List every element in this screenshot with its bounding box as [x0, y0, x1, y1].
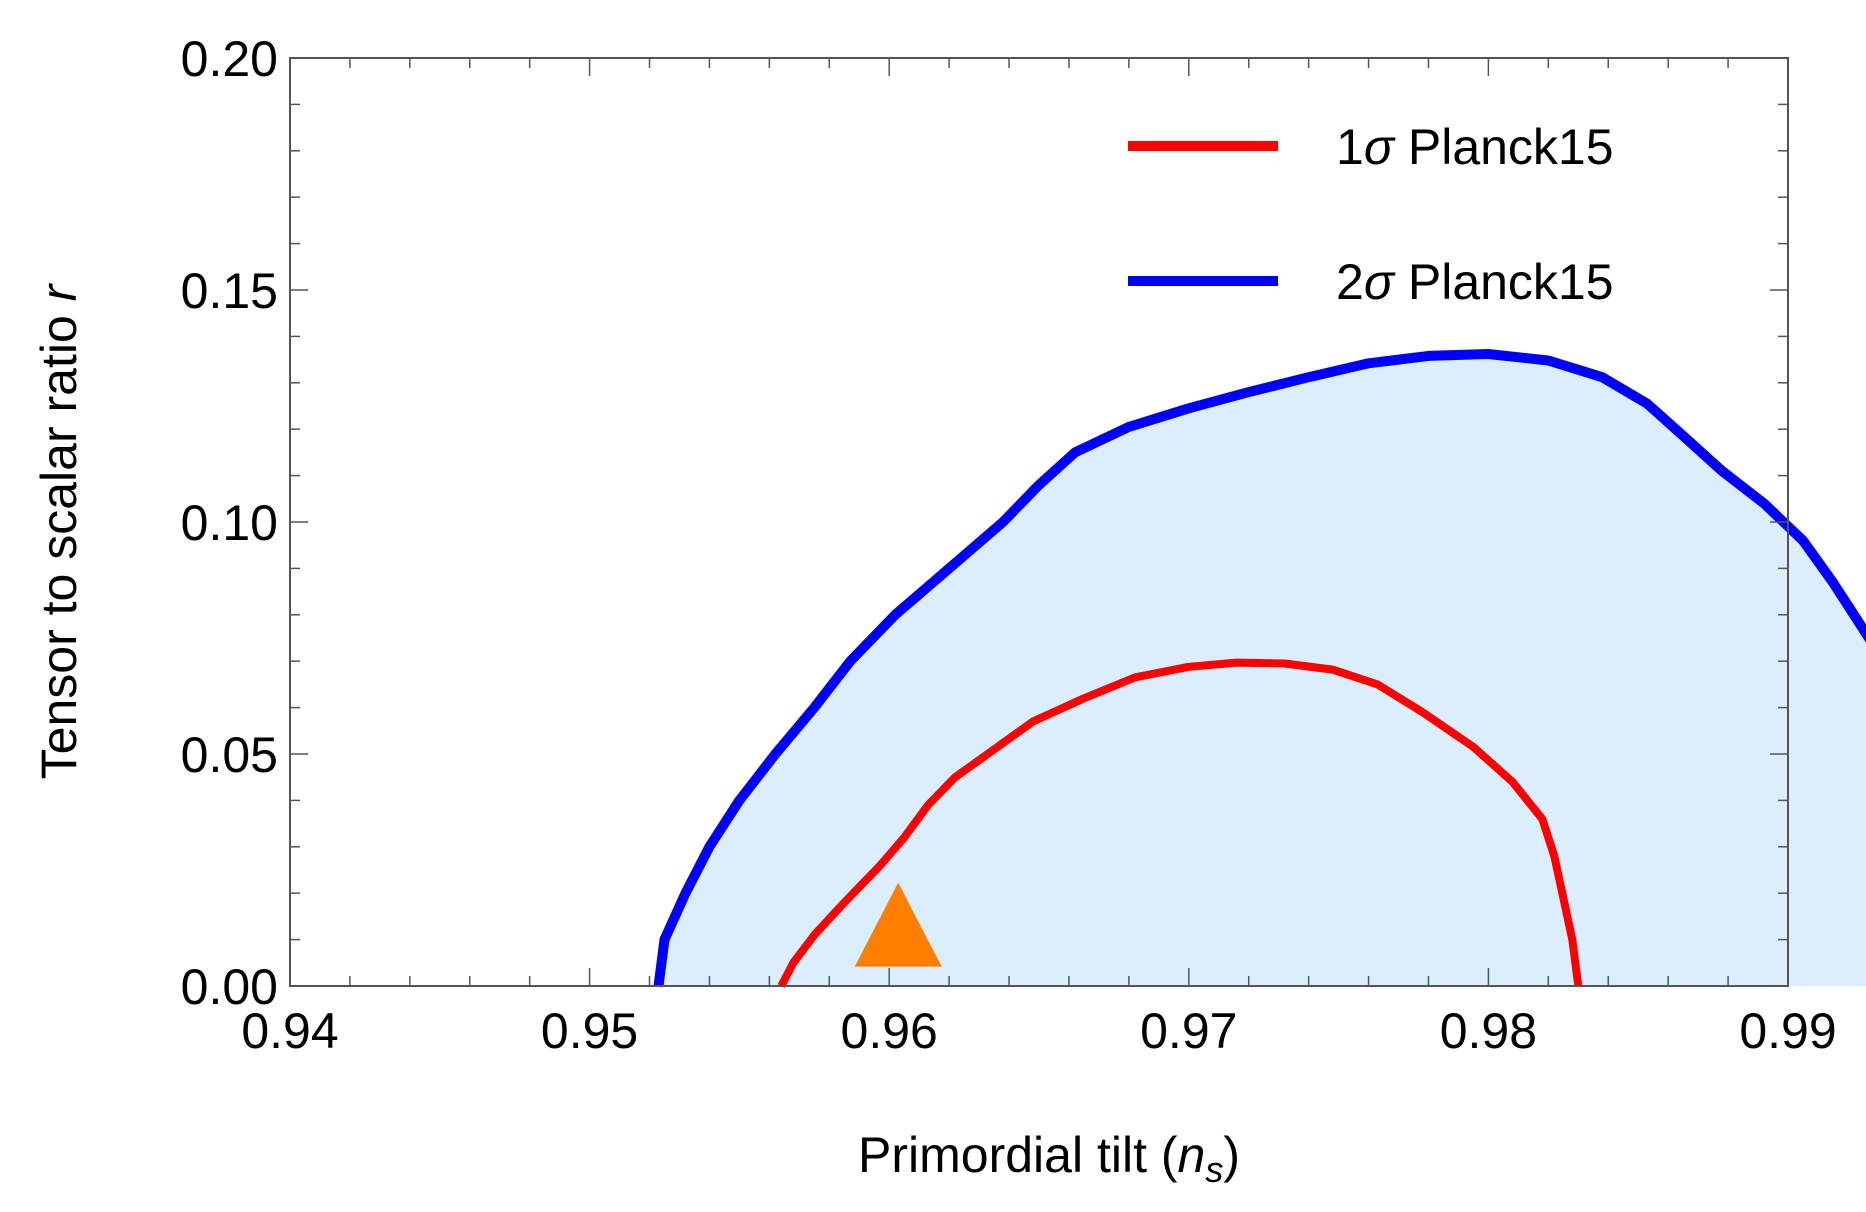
- y-axis-title-var: r: [31, 282, 87, 301]
- y-tick-label: 0.10: [181, 495, 278, 551]
- series-line-2sigma: [653, 349, 1866, 987]
- x-tick-label: 0.94: [241, 1003, 338, 1059]
- legend-label-2sigma-text: Planck15: [1394, 254, 1614, 310]
- y-tick-label: 0.00: [181, 959, 278, 1015]
- x-tick-label: 0.95: [541, 1003, 638, 1059]
- series-line-1sigma: [777, 658, 1583, 988]
- y-axis-title-main: Tensor to scalar ratio: [31, 301, 87, 779]
- y-tick-label: 0.20: [181, 31, 278, 87]
- x-axis-title: Primordial tilt (ns): [858, 1127, 1240, 1190]
- plot-layer: [653, 349, 1866, 988]
- legend-label-1sigma-text: Planck15: [1394, 119, 1614, 175]
- y-axis-title: Tensor to scalar ratio r: [31, 282, 87, 779]
- x-tick-label: 0.97: [1140, 1003, 1237, 1059]
- x-axis-title-var: n: [1178, 1127, 1206, 1183]
- tick-layer: 0.94 0.95 0.96 0.97 0.98 0.99 0.00 0.05 0.10 0.15…: [181, 31, 1837, 1059]
- x-axis-title-main: Primordial tilt (: [858, 1127, 1178, 1183]
- legend-label-2sigma-sym: σ: [1364, 254, 1396, 310]
- legend-label-2sigma: 2σ Planck15: [1336, 254, 1614, 310]
- legend-label-1sigma-num: 1: [1336, 119, 1364, 175]
- x-axis-title-sub: s: [1205, 1149, 1223, 1190]
- x-tick-label: 0.98: [1440, 1003, 1537, 1059]
- legend: 1σ Planck15 2σ Planck15: [1128, 119, 1614, 310]
- legend-label-1sigma: 1σ Planck15: [1336, 119, 1614, 175]
- y-tick-label: 0.15: [181, 263, 278, 319]
- x-tick-label: 0.99: [1739, 1003, 1836, 1059]
- x-axis-title-close: ): [1223, 1127, 1240, 1183]
- legend-label-1sigma-sym: σ: [1364, 119, 1396, 175]
- y-tick-label: 0.05: [181, 727, 278, 783]
- legend-label-2sigma-num: 2: [1336, 254, 1364, 310]
- x-tick-label: 0.96: [841, 1003, 938, 1059]
- triangle-marker: [854, 882, 942, 967]
- sigma2-region-fill: [658, 354, 1866, 986]
